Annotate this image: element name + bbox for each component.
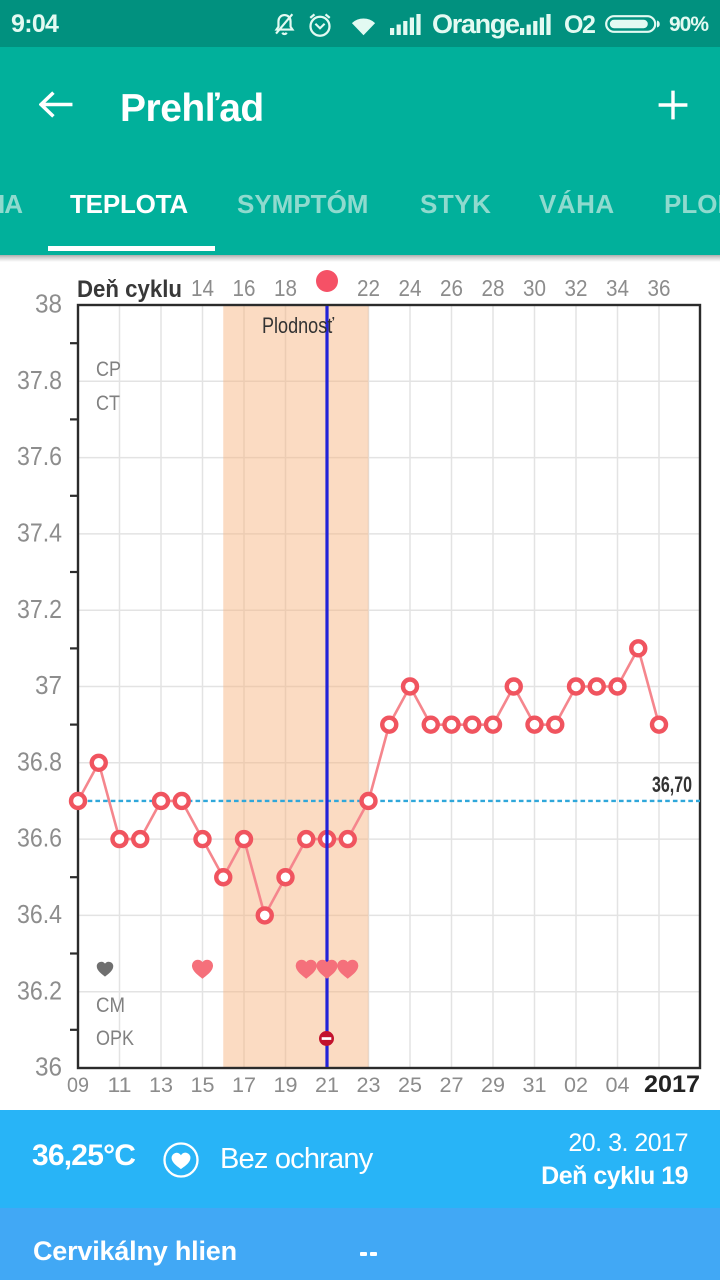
svg-text:04: 04 <box>606 1074 630 1097</box>
svg-text:02: 02 <box>564 1074 588 1097</box>
svg-text:22: 22 <box>357 275 380 301</box>
svg-text:24: 24 <box>399 275 422 301</box>
svg-text:26: 26 <box>440 275 463 301</box>
svg-text:15: 15 <box>191 1074 215 1097</box>
svg-text:36,70: 36,70 <box>652 772 692 797</box>
svg-text:28: 28 <box>482 275 505 301</box>
svg-text:09: 09 <box>67 1074 89 1097</box>
svg-text:23: 23 <box>357 1074 381 1097</box>
svg-text:CT: CT <box>96 392 120 415</box>
svg-text:OPK: OPK <box>96 1027 134 1050</box>
svg-text:13: 13 <box>149 1074 173 1097</box>
svg-text:18: 18 <box>274 275 297 301</box>
svg-text:36.8: 36.8 <box>17 746 62 776</box>
svg-text:30: 30 <box>523 275 546 301</box>
svg-text:34: 34 <box>606 275 629 301</box>
svg-text:CP: CP <box>96 358 121 381</box>
svg-text:17: 17 <box>232 1074 256 1097</box>
svg-text:37.6: 37.6 <box>17 441 62 471</box>
svg-text:14: 14 <box>191 275 214 301</box>
svg-text:37.4: 37.4 <box>17 518 62 548</box>
svg-text:37.2: 37.2 <box>17 594 62 624</box>
svg-text:27: 27 <box>440 1074 464 1097</box>
svg-text:32: 32 <box>565 275 588 301</box>
svg-text:19: 19 <box>274 1074 298 1097</box>
svg-text:36: 36 <box>35 1052 62 1082</box>
svg-text:11: 11 <box>108 1074 132 1097</box>
svg-text:21: 21 <box>315 1074 339 1097</box>
svg-text:38: 38 <box>35 289 62 319</box>
svg-text:36: 36 <box>648 275 671 301</box>
svg-text:Plodnosť: Plodnosť <box>262 313 335 338</box>
svg-text:36.2: 36.2 <box>17 975 62 1005</box>
svg-text:Deň cyklu: Deň cyklu <box>77 276 182 303</box>
svg-text:36.4: 36.4 <box>17 899 62 929</box>
svg-text:25: 25 <box>398 1074 422 1097</box>
svg-text:37.8: 37.8 <box>17 365 62 395</box>
svg-text:16: 16 <box>233 275 256 301</box>
svg-text:37: 37 <box>35 670 62 700</box>
svg-text:31: 31 <box>523 1074 547 1097</box>
svg-text:36.6: 36.6 <box>17 823 62 853</box>
svg-text:CM: CM <box>96 994 125 1017</box>
svg-text:29: 29 <box>481 1074 505 1097</box>
svg-text:2017: 2017 <box>644 1071 700 1098</box>
